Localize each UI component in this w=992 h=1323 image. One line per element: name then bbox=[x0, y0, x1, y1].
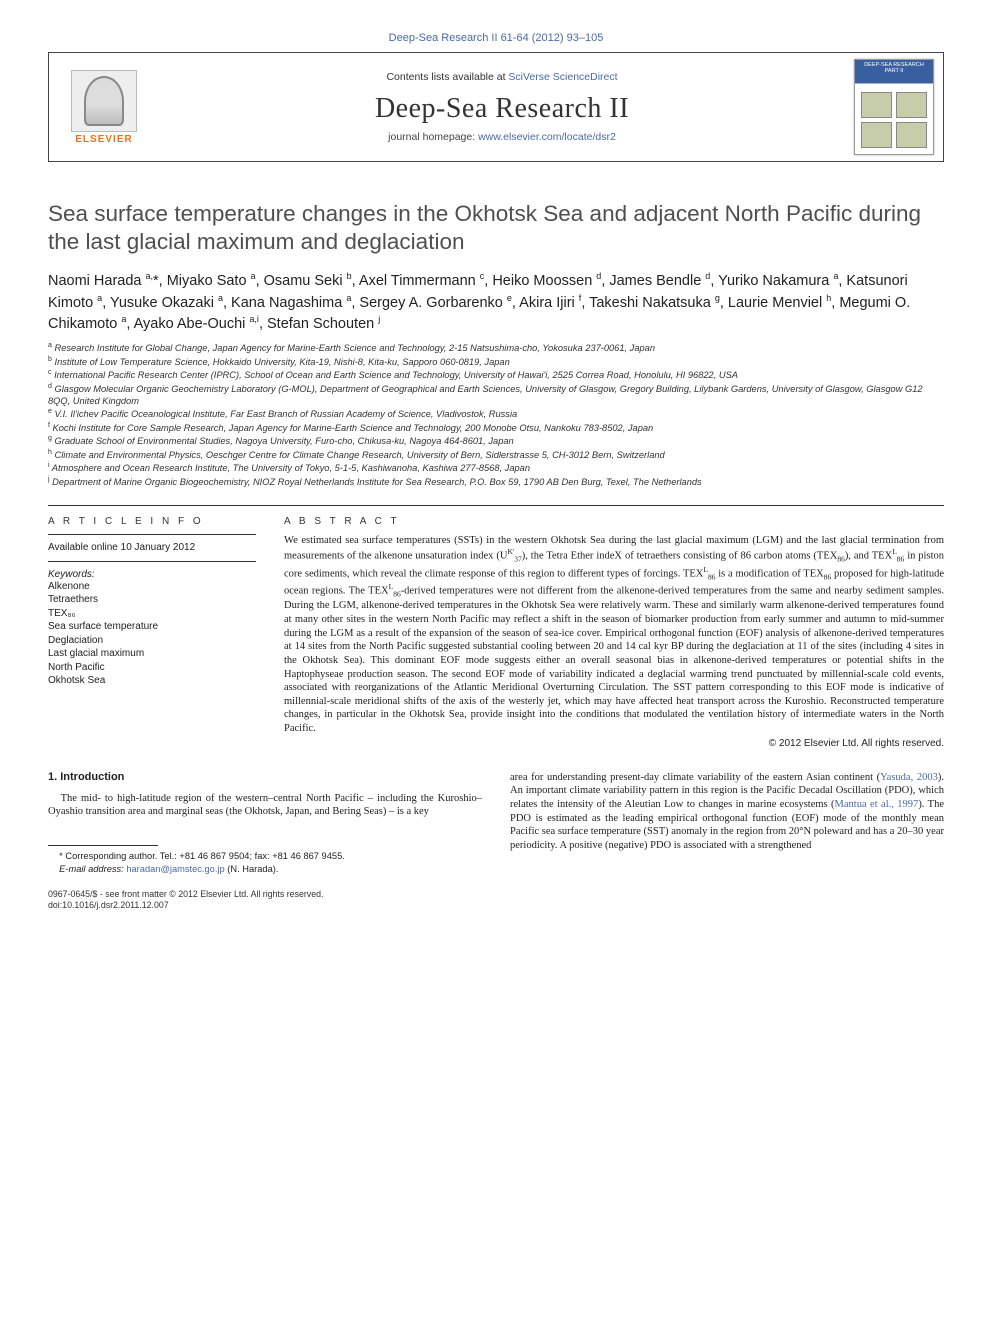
affiliation-line: i Atmosphere and Ocean Research Institut… bbox=[48, 462, 944, 475]
corr-line1: * Corresponding author. Tel.: +81 46 867… bbox=[59, 850, 482, 863]
affiliation-line: c International Pacific Research Center … bbox=[48, 369, 944, 382]
keyword-item: North Pacific bbox=[48, 661, 256, 675]
corresponding-author: * Corresponding author. Tel.: +81 46 867… bbox=[48, 850, 482, 875]
page-footer: 0967-0645/$ - see front matter © 2012 El… bbox=[48, 889, 482, 911]
keyword-item: Tetraethers bbox=[48, 593, 256, 607]
affiliation-line: a Research Institute for Global Change, … bbox=[48, 342, 944, 355]
abstract-column: A B S T R A C T We estimated sea surface… bbox=[284, 516, 944, 749]
sciencedirect-link[interactable]: SciVerse ScienceDirect bbox=[508, 71, 617, 83]
keyword-item: Sea surface temperature bbox=[48, 620, 256, 634]
footnote-rule bbox=[48, 845, 158, 846]
journal-citation[interactable]: Deep-Sea Research II 61-64 (2012) 93–105 bbox=[48, 32, 944, 44]
intro-para-right: area for understanding present-day clima… bbox=[510, 771, 944, 853]
abstract-text: We estimated sea surface temperatures (S… bbox=[284, 534, 944, 736]
cover-label: DEEP-SEA RESEARCH PART II bbox=[857, 62, 931, 74]
keyword-item: Okhotsk Sea bbox=[48, 674, 256, 688]
journal-name: Deep-Sea Research II bbox=[375, 93, 629, 125]
journal-cover-block: DEEP-SEA RESEARCH PART II bbox=[845, 53, 943, 161]
journal-homepage-link[interactable]: www.elsevier.com/locate/dsr2 bbox=[478, 131, 616, 143]
author-list: Naomi Harada a,*, Miyako Sato a, Osamu S… bbox=[48, 270, 944, 334]
body-left-col: 1. Introduction The mid- to high-latitud… bbox=[48, 771, 482, 911]
keyword-item: Last glacial maximum bbox=[48, 647, 256, 661]
article-info-heading: A R T I C L E I N F O bbox=[48, 516, 256, 527]
contents-prefix: Contents lists available at bbox=[386, 71, 508, 83]
article-title: Sea surface temperature changes in the O… bbox=[48, 200, 944, 256]
footer-line1: 0967-0645/$ - see front matter © 2012 El… bbox=[48, 889, 482, 900]
affiliation-line: j Department of Marine Organic Biogeoche… bbox=[48, 476, 944, 489]
body-right-col: area for understanding present-day clima… bbox=[510, 771, 944, 911]
affiliation-line: g Graduate School of Environmental Studi… bbox=[48, 435, 944, 448]
abstract-copyright: © 2012 Elsevier Ltd. All rights reserved… bbox=[284, 738, 944, 749]
affiliation-line: h Climate and Environmental Physics, Oes… bbox=[48, 449, 944, 462]
header-box: ELSEVIER Contents lists available at Sci… bbox=[48, 52, 944, 162]
corr-email-link[interactable]: haradan@jamstec.go.jp bbox=[126, 864, 224, 874]
affiliation-line: f Kochi Institute for Core Sample Resear… bbox=[48, 422, 944, 435]
keywords-label: Keywords: bbox=[48, 569, 256, 580]
corr-name: (N. Harada). bbox=[227, 864, 278, 874]
keyword-item: Deglaciation bbox=[48, 634, 256, 648]
header-center: Contents lists available at SciVerse Sci… bbox=[159, 53, 845, 161]
affiliation-line: b Institute of Low Temperature Science, … bbox=[48, 356, 944, 369]
homepage-line: journal homepage: www.elsevier.com/locat… bbox=[388, 131, 616, 143]
publisher-logo-block: ELSEVIER bbox=[49, 53, 159, 161]
affiliation-line: d Glasgow Molecular Organic Geochemistry… bbox=[48, 383, 944, 408]
contents-available: Contents lists available at SciVerse Sci… bbox=[386, 71, 617, 83]
article-info-column: A R T I C L E I N F O Available online 1… bbox=[48, 516, 256, 749]
affiliation-line: e V.I. Il'ichev Pacific Oceanological In… bbox=[48, 408, 944, 421]
publisher-name: ELSEVIER bbox=[75, 134, 132, 145]
keyword-item: Alkenone bbox=[48, 580, 256, 594]
corr-email-label: E-mail address: bbox=[59, 864, 124, 874]
keyword-item: TEX₈₆ bbox=[48, 607, 256, 621]
abstract-heading: A B S T R A C T bbox=[284, 516, 944, 527]
online-date: Available online 10 January 2012 bbox=[48, 542, 256, 553]
intro-para-left: The mid- to high-latitude region of the … bbox=[48, 792, 482, 819]
journal-cover-thumb: DEEP-SEA RESEARCH PART II bbox=[854, 59, 934, 155]
elsevier-tree-icon bbox=[71, 70, 137, 132]
keywords-list: AlkenoneTetraethersTEX₈₆Sea surface temp… bbox=[48, 580, 256, 688]
footer-doi: doi:10.1016/j.dsr2.2011.12.007 bbox=[48, 900, 482, 911]
section-heading-intro: 1. Introduction bbox=[48, 771, 482, 783]
affiliations: a Research Institute for Global Change, … bbox=[48, 342, 944, 488]
homepage-prefix: journal homepage: bbox=[388, 131, 478, 143]
